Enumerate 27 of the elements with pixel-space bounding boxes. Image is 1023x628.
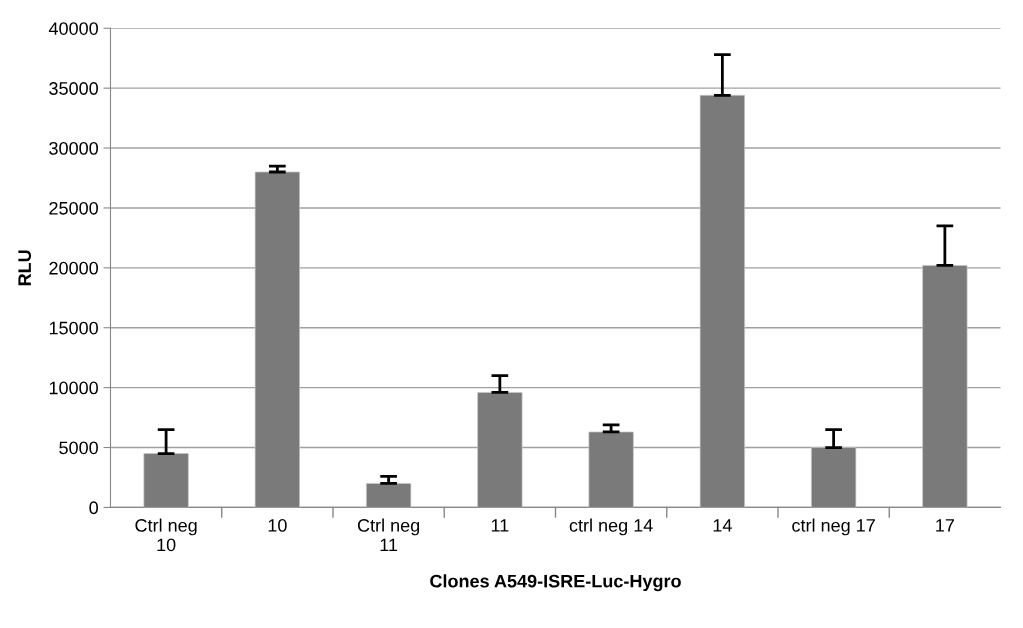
y-tick-label: 10000 [49, 381, 98, 395]
bar [477, 392, 523, 508]
x-tick-label: 11 [491, 519, 509, 532]
x-tick-label: 17 [936, 519, 954, 532]
bar [811, 447, 857, 508]
bar [366, 483, 412, 508]
bar [699, 94, 745, 508]
bar [254, 171, 300, 508]
x-tick-label: 14 [713, 519, 732, 532]
y-tick-label: 5000 [59, 441, 98, 455]
y-tick-label: 0 [89, 501, 98, 515]
y-tick-label: 25000 [49, 201, 98, 215]
y-tick-label: 30000 [49, 141, 98, 155]
x-tick-label: ctrl neg 17 [792, 518, 875, 536]
bar [143, 453, 189, 508]
y-tick-label: 20000 [49, 261, 98, 275]
y-tick-label: 15000 [49, 321, 98, 335]
y-tick-label: 35000 [49, 82, 98, 95]
x-tick-label: 10 [268, 519, 287, 532]
x-tick-label: ctrl neg 14 [569, 518, 653, 536]
y-tick-label: 40000 [48, 22, 98, 35]
x-tick-label: Ctrl neg 11 [357, 518, 420, 552]
y-axis-title: RLU [18, 250, 32, 286]
bar [588, 431, 634, 508]
bar [922, 265, 968, 508]
x-tick-label: Ctrl neg 10 [135, 518, 197, 552]
x-axis-title: Clones A549-ISRE-Luc-Hygro [430, 574, 681, 592]
